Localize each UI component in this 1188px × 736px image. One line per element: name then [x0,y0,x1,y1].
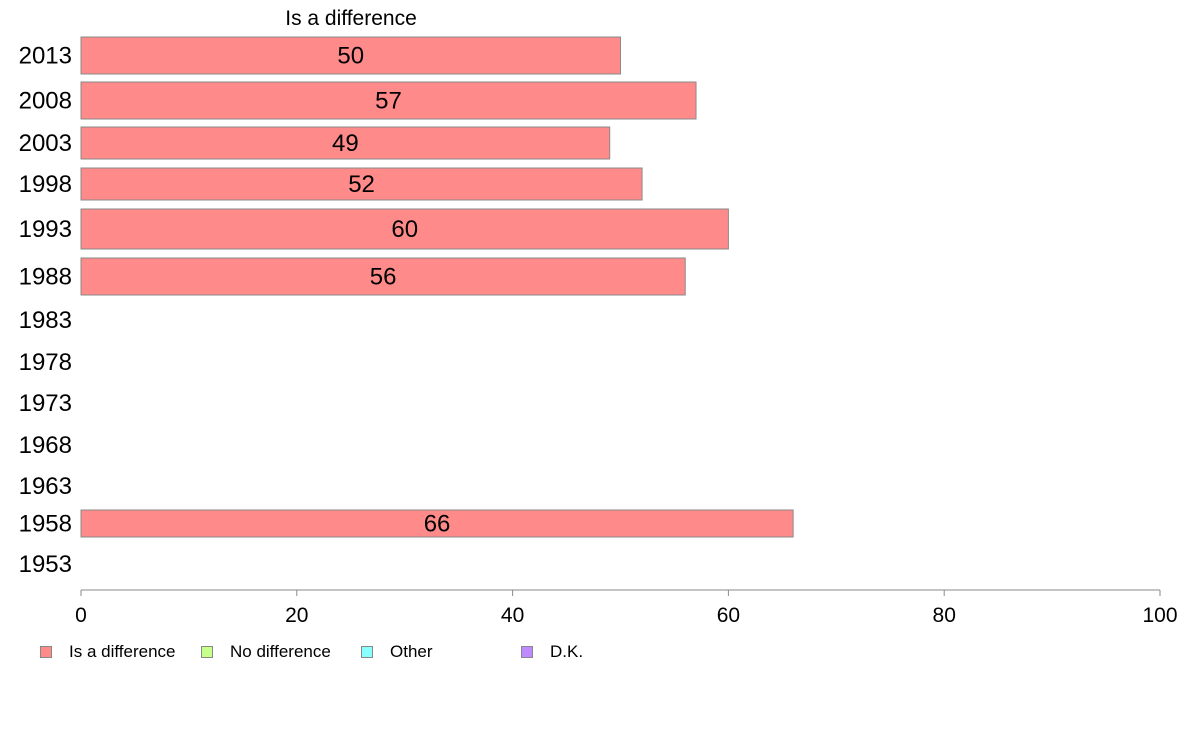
legend-label: Is a difference [69,642,176,661]
x-tick-label: 100 [1142,604,1177,627]
category-label: 2008 [19,88,72,115]
category-label: 1963 [19,473,72,500]
data-label: 57 [375,88,402,115]
legend-item-other: Other [361,642,433,662]
legend-label: No difference [230,642,331,661]
legend-label: D.K. [550,642,584,661]
legend-item-is-a-difference: Is a difference [40,642,175,662]
category-label: 1983 [19,307,72,334]
x-tick-label: 40 [501,604,524,627]
category-label: 2003 [19,130,72,157]
chart-title: Is a difference [285,7,417,30]
data-label: 60 [391,216,418,243]
legend-swatch [201,646,213,658]
legend-item-no-difference: No difference [201,642,331,662]
category-label: 1973 [19,390,72,417]
legend-item-dk: D.K. [521,642,583,662]
data-label: 49 [332,130,359,157]
bar [80,257,686,296]
bar [80,509,794,538]
category-label: 1953 [19,551,72,578]
category-label: 1978 [19,349,72,376]
category-label: 2013 [19,43,72,70]
legend-swatch [40,646,52,658]
legend-swatch [361,646,373,658]
category-label: 1993 [19,216,72,243]
category-label: 1988 [19,264,72,291]
category-label: 1968 [19,432,72,459]
data-label: 50 [337,43,364,70]
x-tick-label: 20 [285,604,308,627]
x-tick-label: 80 [933,604,956,627]
bar [80,167,643,201]
bar [80,208,729,250]
legend-label: Other [390,642,433,661]
x-tick-label: 0 [75,604,87,627]
legend-swatch [521,646,533,658]
x-tick-label: 60 [717,604,740,627]
category-label: 1958 [19,511,72,538]
data-label: 56 [370,264,397,291]
bar [80,81,697,120]
data-label: 52 [348,171,375,198]
data-label: 66 [424,511,451,538]
bar [80,36,621,75]
category-label: 1998 [19,171,72,198]
bar [80,126,611,160]
